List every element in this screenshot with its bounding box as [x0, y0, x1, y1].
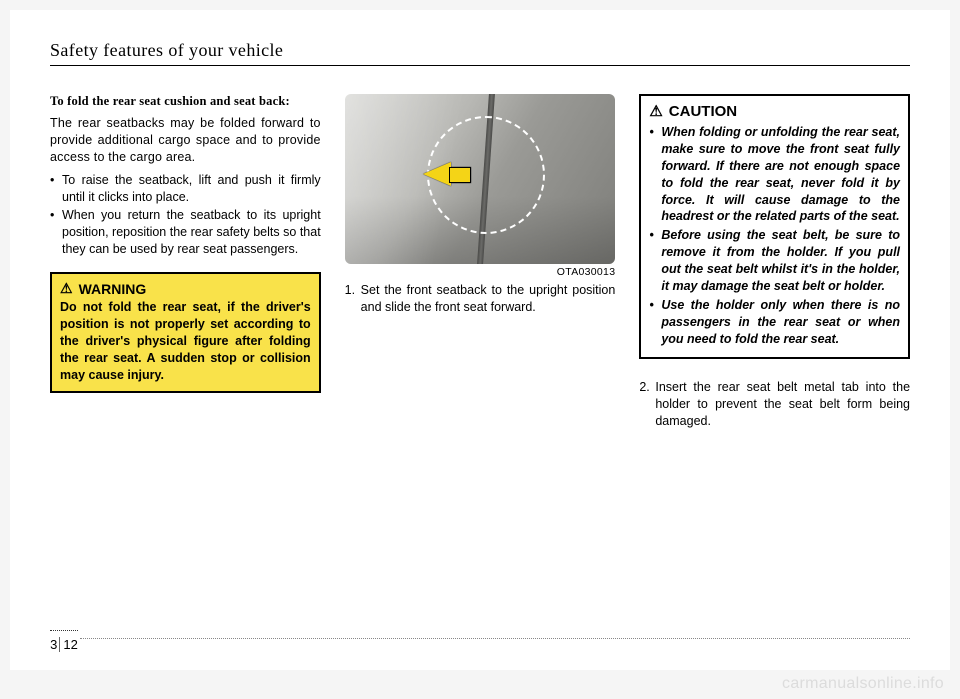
list-item: • Use the holder only when there is no p… — [649, 297, 900, 348]
step-number: 1. — [345, 282, 361, 316]
caution-triangle-icon: ⚠ — [649, 102, 662, 120]
list-item: • Before using the seat belt, be sure to… — [649, 227, 900, 295]
list-item: • To raise the seatback, lift and push i… — [50, 172, 321, 206]
warning-heading: ⚠ WARNING — [60, 280, 311, 297]
warning-box: ⚠ WARNING Do not fold the rear seat, if … — [50, 272, 321, 393]
warning-body: Do not fold the rear seat, if the driver… — [60, 299, 311, 383]
step-text: Set the front seatback to the upright po… — [361, 282, 616, 316]
bullet-text: To raise the seatback, lift and push it … — [62, 172, 321, 206]
bullet-text: Use the holder only when there is no pas… — [661, 297, 900, 348]
step-text: Insert the rear seat belt metal tab into… — [655, 379, 910, 430]
footer-divider — [80, 638, 910, 639]
step-1: 1. Set the front seatback to the upright… — [345, 282, 616, 316]
figure-arrow-icon — [423, 162, 451, 186]
bullet-text: Before using the seat belt, be sure to r… — [661, 227, 900, 295]
caution-head-text: CAUTION — [669, 103, 737, 120]
bullet-dot-icon: • — [50, 207, 62, 258]
fold-seat-bullets: • To raise the seatback, lift and push i… — [50, 172, 321, 258]
watermark: carmanualsonline.info — [782, 675, 944, 693]
bullet-dot-icon: • — [649, 124, 661, 225]
step-number: 2. — [639, 379, 655, 430]
fold-seat-intro: The rear seatbacks may be folded forward… — [50, 115, 321, 166]
caution-heading: ⚠ CAUTION — [649, 102, 900, 120]
bullet-dot-icon: • — [649, 297, 661, 348]
bullet-dot-icon: • — [50, 172, 62, 206]
page-number-value: 12 — [63, 637, 77, 652]
bullet-dot-icon: • — [649, 227, 661, 295]
warning-triangle-icon: ⚠ — [60, 280, 73, 297]
list-item: • When you return the seatback to its up… — [50, 207, 321, 258]
bullet-text: When folding or unfolding the rear seat,… — [661, 124, 900, 225]
page-header: Safety features of your vehicle — [50, 40, 910, 66]
step-2: 2. Insert the rear seat belt metal tab i… — [639, 379, 910, 430]
page: Safety features of your vehicle To fold … — [10, 10, 950, 670]
seat-figure — [345, 94, 616, 264]
figure-code: OTA030013 — [345, 266, 616, 278]
caution-bullets: • When folding or unfolding the rear sea… — [649, 124, 900, 347]
caution-box: ⚠ CAUTION • When folding or unfolding th… — [639, 94, 910, 359]
section-number: 3 — [50, 637, 60, 652]
fold-seat-heading: To fold the rear seat cushion and seat b… — [50, 94, 321, 109]
page-number: 3 12 — [50, 630, 78, 652]
column-3: ⚠ CAUTION • When folding or unfolding th… — [639, 94, 910, 430]
list-item: • When folding or unfolding the rear sea… — [649, 124, 900, 225]
column-2: OTA030013 1. Set the front seatback to t… — [345, 94, 616, 430]
bullet-text: When you return the seatback to its upri… — [62, 207, 321, 258]
column-1: To fold the rear seat cushion and seat b… — [50, 94, 321, 430]
warning-head-text: WARNING — [79, 281, 147, 297]
page-title: Safety features of your vehicle — [50, 40, 910, 61]
content-columns: To fold the rear seat cushion and seat b… — [50, 94, 910, 430]
